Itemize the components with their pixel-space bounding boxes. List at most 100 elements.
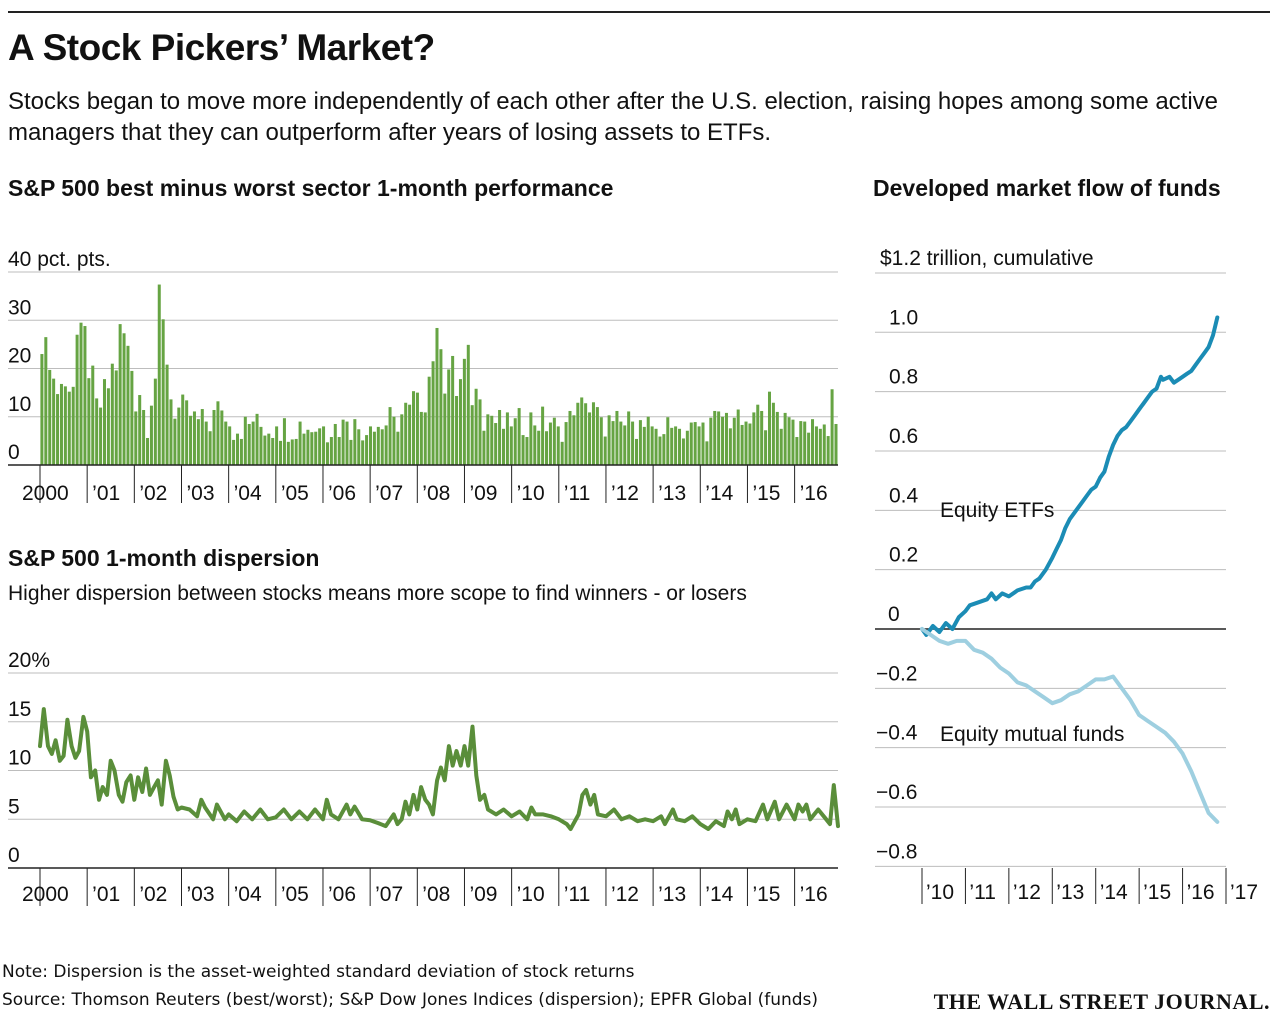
dispersion-x-tick-label: ’08 [422, 883, 450, 906]
sector-bar [204, 421, 208, 465]
sector-bar [431, 361, 435, 465]
flows-x-tick-label: ’11 [969, 881, 995, 904]
dispersion-x-tick-label: ’15 [752, 883, 780, 906]
sector-bar [404, 402, 408, 465]
sector-bar [275, 426, 279, 465]
sector-y-tick-label: 0 [8, 441, 20, 464]
sector-bar [200, 409, 204, 465]
sector-bar [361, 440, 365, 465]
sector-bar [337, 437, 341, 465]
flows-x-tick-label: ’13 [1056, 881, 1084, 904]
sector-bar [713, 410, 717, 465]
sector-bar [185, 400, 189, 465]
sector-bar [408, 404, 412, 465]
sector-bar [697, 426, 701, 465]
sector-bar [462, 358, 466, 465]
sector-bar [525, 437, 529, 465]
flows-y-tick-label: −0.2 [876, 662, 917, 685]
sector-bar [228, 426, 232, 465]
sector-bar [189, 415, 193, 465]
sector-bar [169, 399, 173, 465]
flows-chart-title: Developed market flow of funds [873, 175, 1221, 201]
sector-bar [106, 388, 110, 465]
sector-bar [212, 409, 216, 465]
sector-y-tick-label: 20 [8, 345, 31, 368]
sector-bar [263, 435, 267, 465]
sector-bar [634, 438, 638, 465]
dispersion-x-tick-label: ’09 [469, 883, 497, 906]
sector-bar [380, 429, 384, 465]
equity-etfs-line [920, 315, 1220, 637]
sector-bar [767, 391, 771, 465]
sector-bar [533, 425, 537, 465]
sector-bar [807, 432, 811, 465]
sector-bar [494, 423, 498, 465]
sector-bar [470, 405, 474, 465]
sector-bar [122, 333, 126, 465]
sector-bar [439, 349, 443, 465]
sector-bar [412, 391, 416, 465]
sector-bar [783, 412, 787, 465]
sector-bar [744, 421, 748, 465]
sector-x-tick-label: ’08 [422, 482, 450, 505]
sector-bar [243, 416, 247, 465]
sector-bar [329, 437, 333, 465]
sector-x-tick-label: ’16 [800, 482, 828, 505]
sector-bar [419, 411, 423, 465]
sector-bar [748, 423, 752, 465]
sector-bar [322, 426, 326, 465]
sector-bar [513, 418, 517, 465]
sector-bar [63, 386, 67, 465]
sector-bar [138, 395, 142, 465]
sector-bar [161, 319, 165, 465]
sector-bar [662, 434, 666, 465]
sector-bar [505, 412, 509, 465]
sector-bar [814, 426, 818, 465]
sector-bar [306, 429, 310, 465]
sector-bar [595, 407, 599, 465]
page-title: A Stock Pickers’ Market? [8, 27, 435, 68]
sector-bar [541, 406, 545, 465]
sector-bar [87, 378, 91, 465]
sector-bar [607, 415, 611, 465]
sector-bar [509, 426, 513, 465]
sector-bar [290, 439, 294, 465]
sector-bar [341, 419, 345, 465]
sector-bar [548, 422, 552, 465]
dispersion-chart-subtitle: Higher dispersion between stocks means m… [8, 582, 747, 605]
sector-bar [537, 430, 541, 465]
sector-bar [181, 394, 185, 465]
sector-bar [365, 435, 369, 465]
sector-bar [259, 426, 263, 465]
sector-y-tick-label: 10 [8, 393, 31, 416]
dispersion-x-tick-label: ’10 [517, 883, 545, 906]
dispersion-y-tick-label: 0 [8, 844, 20, 867]
sector-bar [220, 410, 224, 465]
sector-bar [701, 422, 705, 465]
dispersion-y-tick-label: 15 [8, 698, 31, 721]
sector-bar [279, 440, 283, 465]
sector-bar [455, 396, 459, 465]
sector-bar [486, 414, 490, 465]
dispersion-x-tick-label: ’04 [234, 883, 262, 906]
sector-x-tick-label: ’11 [564, 482, 590, 505]
sector-bar [196, 419, 200, 465]
sector-bar [192, 411, 196, 465]
sector-bar [721, 416, 725, 465]
sector-bar [232, 439, 236, 465]
dispersion-x-tick-label: ’05 [281, 883, 309, 906]
sector-bar [59, 383, 63, 465]
sector-bar [811, 419, 815, 465]
sector-bar [458, 379, 462, 465]
sector-bar [576, 402, 580, 465]
sector-x-tick-label: ’01 [92, 482, 120, 505]
sector-x-tick-label: ’15 [752, 482, 780, 505]
sector-bar [357, 429, 361, 465]
sector-bar [267, 433, 271, 465]
sector-bar [795, 437, 799, 465]
flows-x-tick-label: ’15 [1143, 881, 1171, 904]
sector-bar [443, 393, 447, 465]
sector-x-tick-label: 2000 [22, 482, 69, 505]
dispersion-x-tick-label: ’03 [186, 883, 214, 906]
